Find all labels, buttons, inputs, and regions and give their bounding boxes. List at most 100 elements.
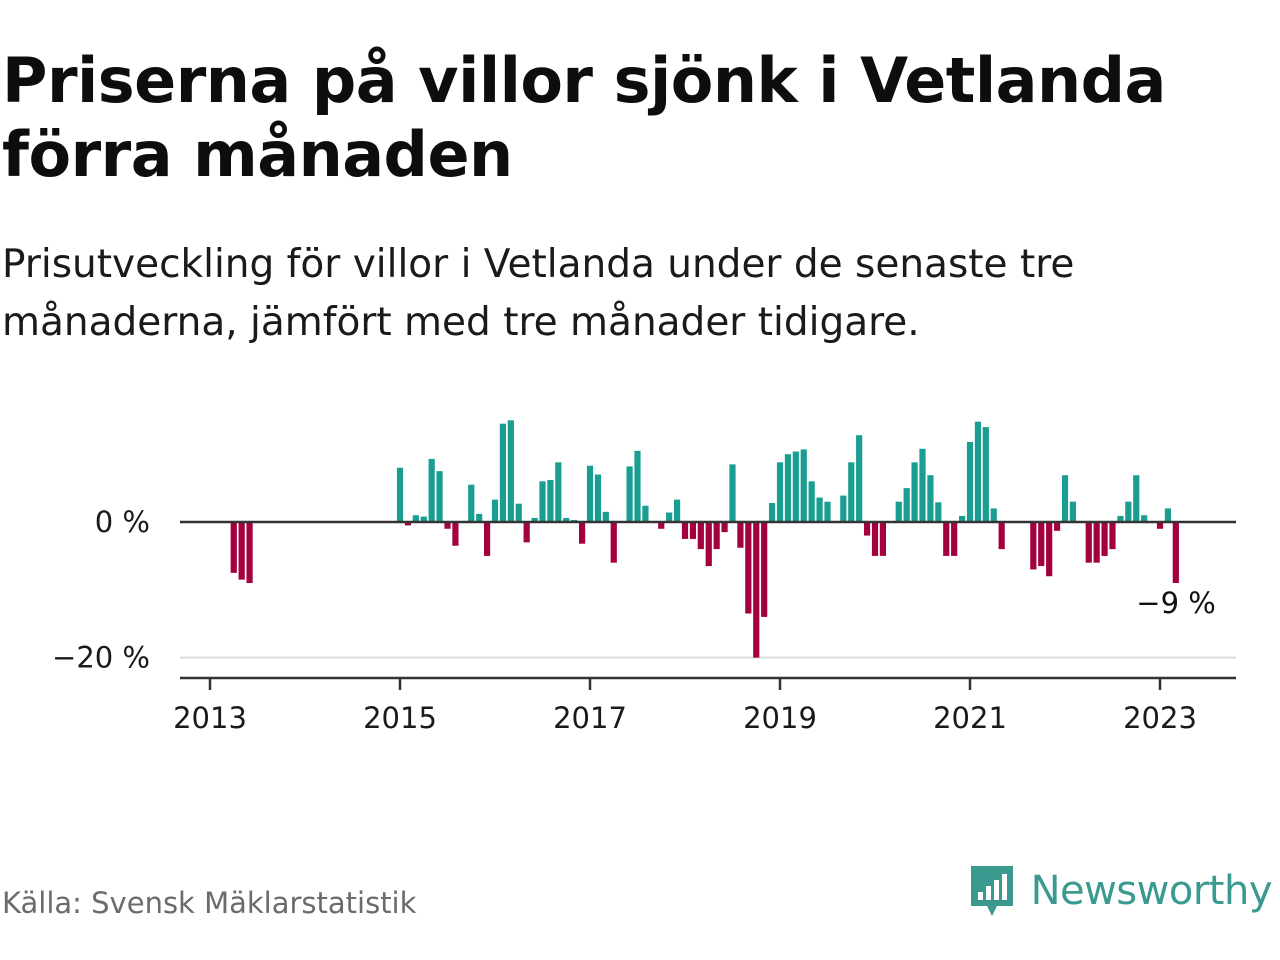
bar — [911, 462, 918, 522]
bar — [871, 522, 879, 556]
bar — [816, 497, 823, 522]
bar — [515, 503, 522, 522]
brand-logo: Newsworthy — [967, 862, 1273, 920]
bar — [602, 511, 609, 522]
bar — [927, 475, 934, 522]
bar — [919, 448, 926, 522]
bar — [1141, 515, 1148, 522]
bar — [1085, 522, 1092, 563]
bar — [998, 522, 1005, 550]
bar-chart: 0 % −20 % 2013 2015 2017 2019 2021 2023 −9 % — [52, 420, 1236, 735]
bar — [666, 512, 673, 522]
bar — [642, 505, 649, 522]
bar — [476, 513, 483, 522]
bar — [943, 522, 950, 556]
bars-layer — [230, 420, 1179, 658]
bar — [856, 435, 863, 522]
bar — [547, 479, 554, 522]
bar — [705, 522, 712, 567]
bar — [396, 467, 404, 522]
x-tick-label: 2021 — [933, 701, 1007, 735]
bar — [531, 517, 538, 522]
bar — [974, 421, 982, 522]
bar — [990, 508, 997, 522]
bar — [935, 502, 942, 522]
bar — [737, 522, 744, 548]
bar — [555, 462, 562, 522]
bar — [1046, 522, 1053, 577]
bar — [507, 420, 514, 522]
bar — [1093, 522, 1100, 563]
bar — [586, 465, 594, 522]
bar — [436, 471, 443, 522]
bar — [658, 522, 665, 529]
bar — [879, 522, 887, 556]
bar — [634, 450, 641, 522]
bar — [1109, 522, 1116, 550]
bar — [452, 522, 459, 546]
source-note: Källa: Svensk Mäklarstatistik — [2, 886, 417, 920]
bar — [230, 522, 237, 573]
bar — [721, 522, 728, 533]
bar — [951, 522, 958, 556]
bar — [776, 462, 784, 522]
bar — [1172, 522, 1179, 584]
bar — [238, 522, 245, 580]
axis-layer — [180, 520, 1236, 690]
x-tick-label: 2019 — [743, 701, 817, 735]
bar — [848, 462, 855, 522]
bar — [745, 522, 752, 614]
bar — [903, 488, 910, 522]
y-tick-label: 0 % — [95, 505, 150, 539]
bar — [610, 522, 617, 563]
chart-subtitle: Prisutveckling för villor i Vetlanda und… — [2, 242, 1075, 345]
bar — [1117, 515, 1124, 522]
bar — [563, 517, 570, 522]
bar — [428, 458, 435, 522]
bar — [578, 522, 586, 544]
y-tick-label: −20 % — [52, 641, 150, 675]
chart-title: Priserna på villor sjönk i Vetlanda förr… — [2, 44, 1166, 191]
bar — [626, 466, 633, 522]
bar — [800, 449, 807, 522]
bar — [1133, 475, 1140, 522]
bar — [444, 522, 451, 529]
bar — [594, 474, 602, 522]
bar — [673, 499, 681, 522]
bar — [982, 427, 989, 522]
bar — [499, 423, 507, 522]
bar — [713, 522, 720, 550]
bar — [958, 515, 966, 522]
bar — [824, 501, 831, 522]
bar — [729, 464, 736, 522]
bar — [1069, 501, 1077, 522]
bar — [1038, 522, 1045, 567]
bar — [689, 522, 697, 539]
bar — [895, 501, 902, 522]
bar — [491, 499, 499, 522]
bar — [966, 442, 974, 522]
bar — [1101, 522, 1108, 556]
bar — [1053, 522, 1061, 531]
bar — [1125, 501, 1132, 522]
brand-name: Newsworthy — [1030, 868, 1273, 914]
bar — [761, 522, 768, 617]
bar — [784, 454, 792, 522]
x-tick-label: 2017 — [553, 701, 627, 735]
bar — [1061, 475, 1069, 522]
bar — [1156, 522, 1164, 529]
bar — [697, 522, 704, 550]
newsworthy-logo-icon — [970, 866, 1013, 916]
bar — [840, 495, 847, 522]
bar — [681, 522, 689, 539]
bar — [808, 481, 815, 522]
bar — [1030, 522, 1037, 570]
bar — [753, 522, 760, 658]
labels-layer: 0 % −20 % 2013 2015 2017 2019 2021 2023 −9 % — [52, 505, 1216, 735]
bar — [523, 522, 530, 543]
bar — [863, 522, 871, 536]
bar — [768, 503, 776, 522]
bar — [412, 515, 419, 522]
x-tick-label: 2013 — [173, 701, 247, 735]
end-value-label: −9 % — [1136, 586, 1216, 620]
